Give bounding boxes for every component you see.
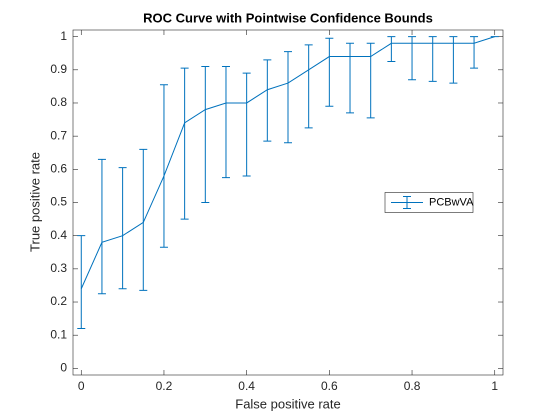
y-tick-label: 0 xyxy=(60,361,67,375)
x-axis-label: False positive rate xyxy=(235,396,341,411)
error-bar xyxy=(304,44,313,129)
x-tick-label: 0.6 xyxy=(321,379,338,393)
error-bar xyxy=(366,42,375,119)
error-bar xyxy=(180,67,189,220)
error-bar xyxy=(449,36,458,84)
legend-label: PCBwVA xyxy=(429,196,474,208)
y-tick-label: 0.1 xyxy=(50,327,67,341)
error-bar xyxy=(77,235,86,330)
error-bar xyxy=(387,36,396,63)
y-tick-label: 0.9 xyxy=(50,62,67,76)
legend-icon xyxy=(391,196,423,209)
y-tick-label: 0.7 xyxy=(50,128,67,142)
error-bar xyxy=(470,36,479,69)
error-bar xyxy=(284,51,292,144)
x-tick-label: 0.8 xyxy=(404,379,421,393)
y-tick-label: 0.2 xyxy=(50,294,67,308)
y-axis-label: True positive rate xyxy=(27,152,42,252)
y-tick-label: 0.8 xyxy=(50,95,67,109)
error-bar xyxy=(428,36,437,82)
x-tick-label: 1 xyxy=(491,379,498,393)
chart-title: ROC Curve with Pointwise Confidence Boun… xyxy=(143,10,433,25)
error-bar xyxy=(242,72,251,177)
y-tick-label: 0.5 xyxy=(50,195,67,209)
x-tick-label: 0.4 xyxy=(238,379,255,393)
error-bar xyxy=(159,84,168,248)
error-bar xyxy=(201,65,210,203)
error-bar xyxy=(408,36,417,81)
error-bar xyxy=(97,158,106,295)
error-bar xyxy=(346,42,355,114)
y-tick-label: 0.3 xyxy=(50,261,67,275)
y-tick-label: 0.4 xyxy=(50,228,67,242)
error-bar xyxy=(221,65,230,179)
y-tick-label: 1 xyxy=(60,29,67,43)
error-bar xyxy=(263,59,272,142)
y-tick-label: 0.6 xyxy=(50,161,67,175)
x-tick-label: 0 xyxy=(78,379,85,393)
error-bar xyxy=(325,37,334,107)
error-bar xyxy=(118,167,127,290)
error-bar xyxy=(139,148,148,291)
x-tick-label: 0.2 xyxy=(156,379,173,393)
